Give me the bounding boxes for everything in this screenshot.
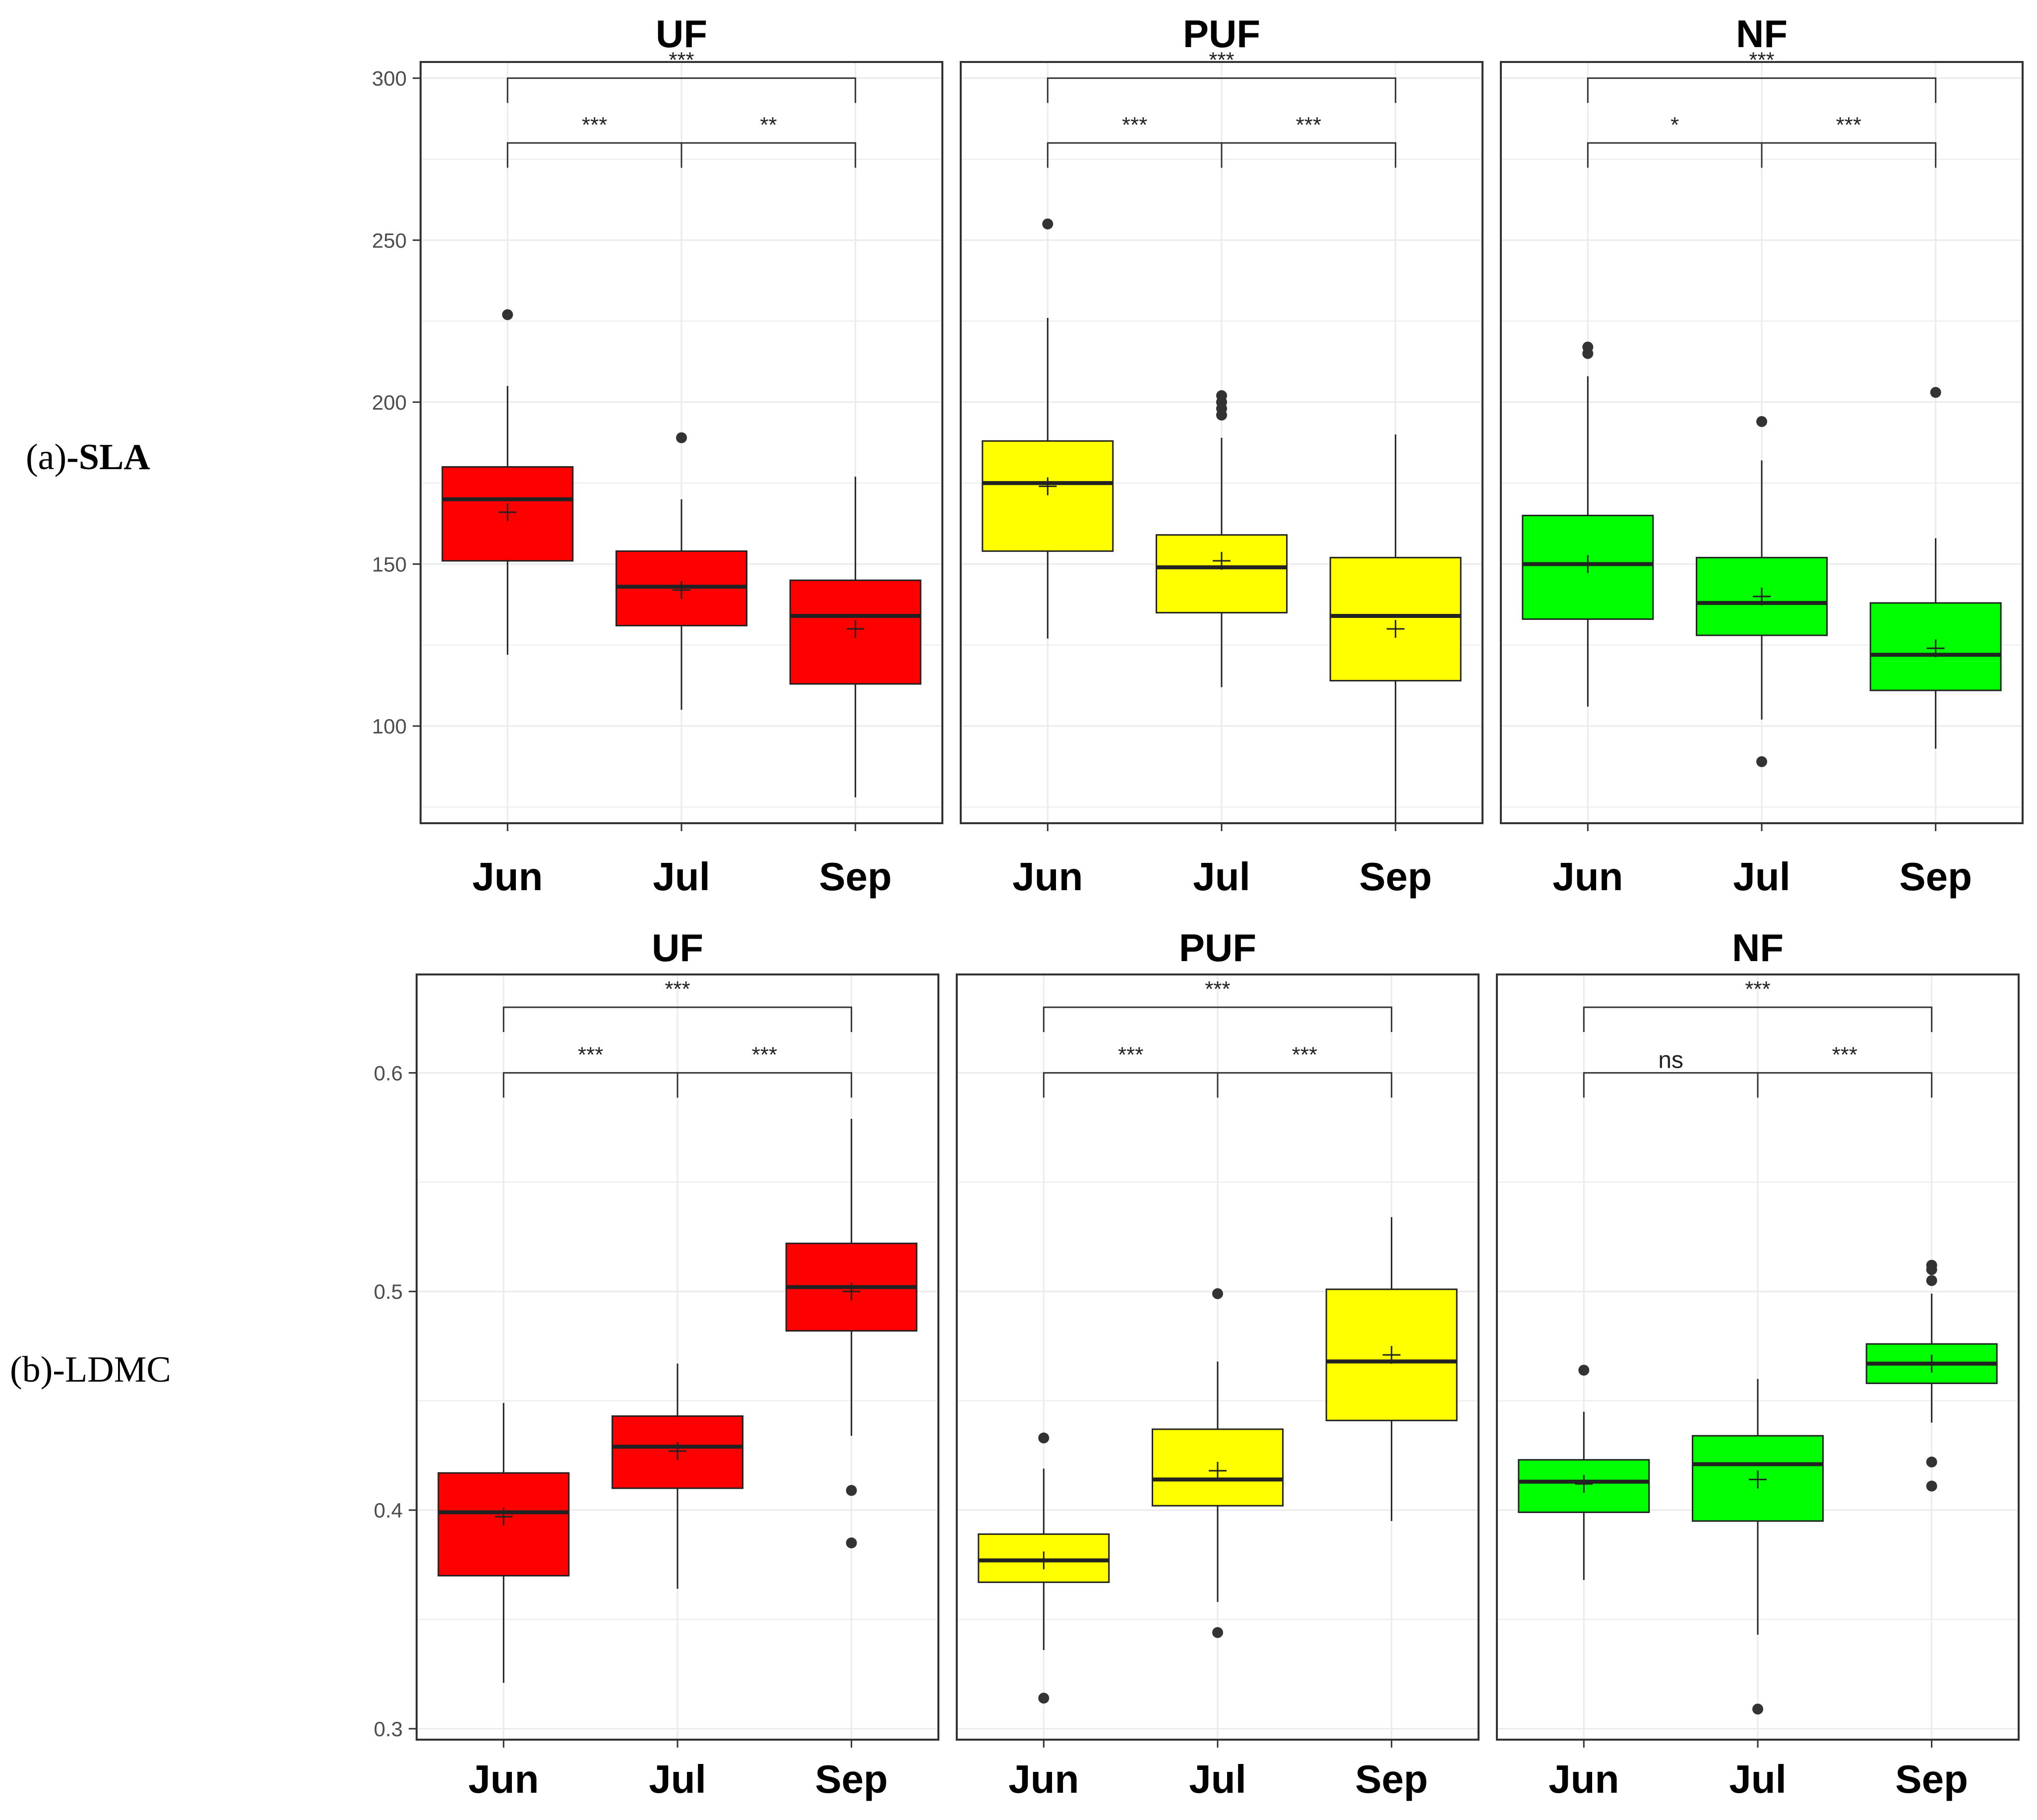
r1-nf-bracket-jul-sep: [1757, 1072, 1933, 1098]
r1-puf-bracket-jun-sep: [1043, 1006, 1393, 1032]
r1-nf-significance-label-0: ns: [1658, 1047, 1683, 1073]
r0-puf-box-sep: [1329, 556, 1462, 682]
r1-nf-significance-label-1: ***: [1832, 1042, 1857, 1067]
r1-puf-x-tick-label-sep: Sep: [1355, 1757, 1428, 1801]
r1-nf-outlier-point-jun: [1578, 1364, 1590, 1376]
r1-nf-x-tick-label-sep: Sep: [1895, 1757, 1968, 1801]
r1-uf-outlier-point-sep: [846, 1537, 857, 1549]
r1-puf-x-tick-label-jun: Jun: [1008, 1757, 1079, 1801]
r0-nf-significance-label-2: ***: [1749, 48, 1774, 72]
r1-puf-bracket-jul-sep: [1217, 1072, 1393, 1098]
r0-puf-x-tick-label-jun: Jun: [1012, 854, 1083, 899]
r0-nf-significance-label-0: *: [1670, 113, 1679, 137]
r0-y-tick-label-4: 300: [372, 67, 407, 90]
r1-uf-panel-title: UF: [652, 926, 703, 970]
r1-puf-significance-label-2: ***: [1205, 977, 1230, 1001]
r1-y-tick-label-1: 0.4: [374, 1499, 403, 1522]
r1-nf-panel-title: NF: [1732, 926, 1784, 970]
r1-uf-bracket-jul-sep: [677, 1072, 853, 1098]
r0-nf-x-tick-label-jul: Jul: [1733, 854, 1790, 899]
r1-puf-panel-title: PUF: [1179, 926, 1256, 970]
r1-nf-outlier-point-sep: [1926, 1456, 1937, 1468]
r1-uf-significance-label-0: ***: [578, 1042, 603, 1067]
r0-y-tick-label-1: 150: [372, 552, 407, 576]
r0-uf-x-tick-label-jun: Jun: [472, 854, 543, 899]
r0-uf-outlier-point-jul: [676, 432, 687, 443]
r0-y-tick-label-3: 250: [372, 229, 407, 252]
r0-nf-outlier-point-jul: [1756, 416, 1767, 427]
r1-nf-outlier-point-sep: [1926, 1275, 1937, 1286]
row-label-sla: (a)-SLA: [26, 437, 150, 478]
r1-puf-outlier-point-jul: [1212, 1627, 1223, 1638]
r1-uf-x-tick-label-sep: Sep: [815, 1757, 888, 1801]
r1-puf-significance-label-0: ***: [1118, 1042, 1143, 1067]
r0-nf-outlier-point-sep: [1930, 387, 1941, 398]
r1-nf-outlier-point-sep: [1926, 1260, 1937, 1271]
r1-y-tick-label-0: 0.3: [374, 1717, 403, 1741]
r1-uf-bracket-jun-sep: [502, 1006, 853, 1032]
r0-puf-bracket-jun-sep: [1047, 77, 1397, 103]
r0-nf-x-tick-label-jun: Jun: [1552, 854, 1623, 899]
r0-uf-significance-label-2: ***: [669, 48, 694, 72]
r0-nf-bracket-jun-sep: [1587, 77, 1937, 103]
r0-puf-outlier-point-jun: [1042, 218, 1053, 230]
r1-y-tick-label-2: 0.5: [374, 1280, 403, 1303]
r0-y-tick-label-2: 200: [372, 391, 407, 414]
row-label-ldmc: (b)-LDMC: [10, 1349, 171, 1390]
r0-puf-bracket-jul-sep: [1221, 142, 1397, 168]
r0-uf-bracket-jun-sep: [506, 77, 857, 103]
r1-puf-x-tick-label-jul: Jul: [1189, 1757, 1246, 1801]
r1-nf-outlier-point-sep: [1926, 1480, 1937, 1492]
r0-uf-x-tick-label-sep: Sep: [819, 854, 892, 899]
r0-uf-panel-title: UF: [656, 12, 707, 56]
r0-uf-x-tick-label-jul: Jul: [653, 854, 710, 899]
r0-nf-outlier-point-jun: [1582, 341, 1594, 353]
r0-uf-significance-label-0: ***: [582, 113, 607, 137]
r0-puf-x-tick-label-sep: Sep: [1359, 854, 1432, 899]
r1-nf-x-tick-label-jun: Jun: [1548, 1757, 1619, 1801]
r0-puf-panel-title: PUF: [1183, 12, 1260, 56]
r0-puf-significance-label-1: ***: [1296, 113, 1321, 137]
r0-uf-bracket-jul-sep: [680, 142, 857, 168]
r0-nf-panel-title: NF: [1736, 12, 1788, 56]
r0-uf-significance-label-1: **: [760, 113, 777, 137]
r1-nf-significance-label-2: ***: [1745, 977, 1770, 1001]
r1-nf-outlier-point-jul: [1752, 1703, 1763, 1715]
r0-nf-outlier-point-jul: [1756, 756, 1767, 767]
r0-puf-box-jun: [982, 440, 1114, 552]
r0-puf-significance-label-2: ***: [1209, 48, 1234, 72]
r1-uf-x-tick-label-jul: Jul: [649, 1757, 706, 1801]
r0-nf-significance-label-1: ***: [1836, 113, 1861, 137]
r1-puf-outlier-point-jun: [1038, 1693, 1049, 1704]
r1-puf-outlier-point-jul: [1212, 1288, 1223, 1299]
r1-uf-significance-label-2: ***: [665, 977, 690, 1001]
r1-uf-x-tick-label-jun: Jun: [468, 1757, 539, 1801]
r1-puf-outlier-point-jun: [1038, 1432, 1049, 1444]
r0-uf-outlier-point-jun: [502, 309, 513, 320]
r1-y-tick-label-3: 0.6: [374, 1061, 403, 1085]
r1-nf-x-tick-label-jul: Jul: [1729, 1757, 1787, 1801]
r0-nf-x-tick-label-sep: Sep: [1899, 854, 1972, 899]
r1-puf-significance-label-1: ***: [1292, 1042, 1317, 1067]
r1-uf-significance-label-1: ***: [752, 1042, 777, 1067]
r0-nf-bracket-jul-sep: [1761, 142, 1937, 168]
r0-puf-significance-label-0: ***: [1122, 113, 1147, 137]
r1-uf-outlier-point-sep: [846, 1485, 857, 1496]
r0-puf-box-jul: [1156, 534, 1288, 613]
r0-puf-outlier-point-jul: [1216, 390, 1227, 401]
r0-puf-x-tick-label-jul: Jul: [1193, 854, 1250, 899]
r0-y-tick-label-0: 100: [372, 715, 407, 738]
r1-nf-bracket-jun-sep: [1583, 1006, 1933, 1032]
